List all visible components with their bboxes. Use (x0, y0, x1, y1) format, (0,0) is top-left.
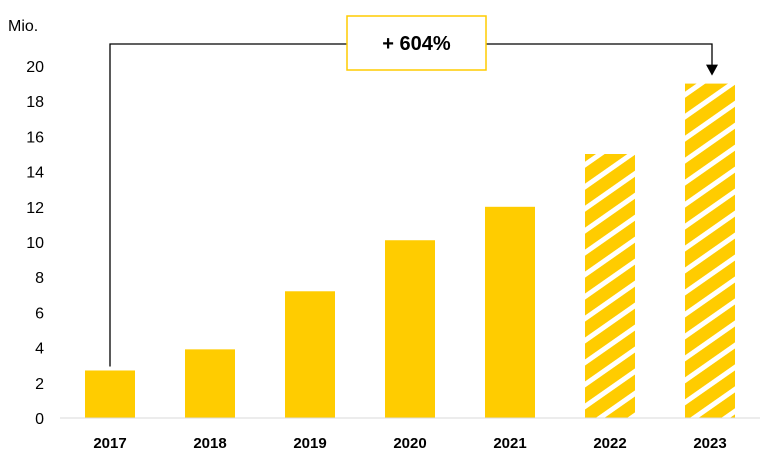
bar-2021 (485, 206, 535, 418)
y-tick-label: 12 (26, 200, 44, 217)
x-axis-labels: 2017 2018 2019 2020 2021 2022 2023 (93, 435, 726, 452)
bar-2020 (385, 240, 435, 418)
arrow-down-icon (706, 64, 718, 76)
y-axis-unit-label: Mio. (8, 18, 38, 35)
x-tick-label: 2020 (393, 435, 426, 452)
x-tick-label: 2022 (593, 435, 626, 452)
y-tick-label: 6 (35, 305, 44, 322)
x-tick-label: 2017 (93, 435, 126, 452)
y-tick-label: 14 (26, 165, 44, 182)
y-tick-label: 8 (35, 270, 44, 287)
y-axis-ticks: 0 2 4 6 8 10 12 14 16 18 20 (26, 59, 44, 428)
y-tick-label: 0 (35, 411, 44, 428)
growth-annotation: + 604% (109, 15, 718, 367)
x-tick-label: 2019 (293, 435, 326, 452)
y-tick-label: 20 (26, 59, 44, 76)
bar-2022 (585, 154, 635, 418)
bar-2023 (685, 83, 735, 418)
y-tick-label: 2 (35, 376, 44, 393)
growth-callout-text: + 604% (382, 33, 451, 55)
y-tick-label: 18 (26, 94, 44, 111)
y-tick-label: 10 (26, 235, 44, 252)
bar-series (85, 83, 735, 418)
bar-2017 (85, 370, 135, 418)
x-tick-label: 2023 (693, 435, 726, 452)
x-tick-label: 2018 (193, 435, 226, 452)
y-tick-label: 16 (26, 129, 44, 146)
growth-callout-box (346, 15, 487, 71)
bar-2018 (185, 349, 235, 418)
x-tick-label: 2021 (493, 435, 526, 452)
bar-2019 (285, 291, 335, 418)
y-tick-label: 4 (35, 341, 44, 358)
